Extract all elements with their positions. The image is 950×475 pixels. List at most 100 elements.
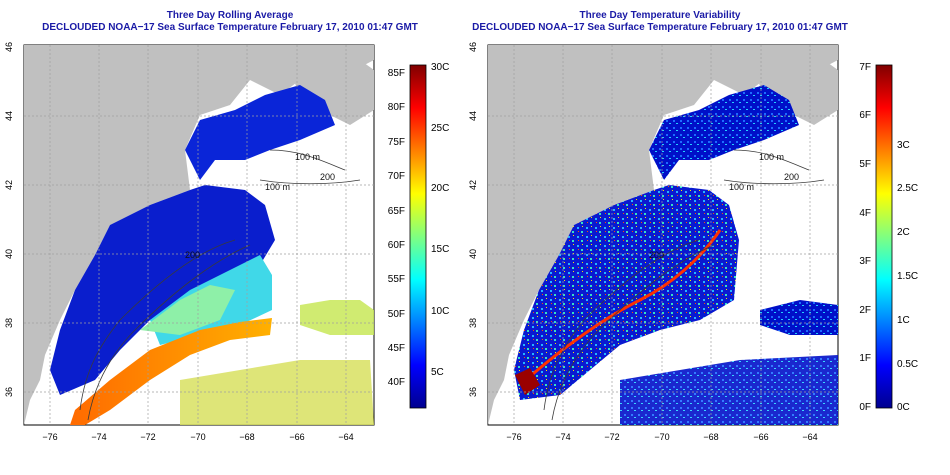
left-grid: [24, 45, 374, 425]
right-x-tick: −76: [506, 432, 521, 442]
right-cb-c-label: 0C: [897, 402, 910, 413]
right-cb-c-label: 2.5C: [897, 183, 918, 194]
right-land: [488, 45, 838, 425]
left-cb-f-label: 85F: [388, 68, 405, 79]
right-colorbar-gradient: [875, 64, 893, 409]
left-y-tick: 46: [4, 42, 14, 52]
left-cb-f-label: 40F: [388, 377, 405, 388]
right-cb-f-label: 5F: [859, 159, 871, 170]
left-sst-yellow-south: [180, 360, 374, 425]
left-cb-f-label: 50F: [388, 309, 405, 320]
right-y-axis: 36 38 40 42 44 46: [468, 42, 478, 397]
left-map: 100 m 100 m 200 200 −76 −74 −72 −70 −68 …: [4, 42, 375, 442]
left-cb-f-label: 65F: [388, 206, 405, 217]
left-contour-200: [87, 244, 251, 421]
right-cb-f-label: 2F: [859, 305, 871, 316]
right-x-tick: −70: [654, 432, 669, 442]
right-contour-label-3: 200: [784, 172, 799, 182]
right-x-tick: −68: [703, 432, 718, 442]
left-x-tick: −64: [338, 432, 353, 442]
left-land: [24, 45, 374, 425]
right-grid: [488, 45, 838, 425]
right-cb-f-label: 0F: [859, 402, 871, 413]
left-y-tick: 38: [4, 318, 14, 328]
left-contour-label-3: 200: [320, 172, 335, 182]
left-cb-f-label: 70F: [388, 171, 405, 182]
left-title-line2: DECLOUDED NOAA−17 Sea Surface Temperatur…: [42, 22, 418, 33]
left-title: Three Day Rolling Average DECLOUDED NOAA…: [20, 10, 440, 34]
left-cb-c-label: 30C: [431, 62, 449, 73]
left-cb-f-label: 45F: [388, 343, 405, 354]
right-cb-c-label: 0.5C: [897, 359, 918, 370]
left-sst-yellow-east: [300, 300, 374, 335]
right-cb-f-label: 4F: [859, 208, 871, 219]
right-contour-200: [551, 244, 715, 421]
right-x-tick: −64: [802, 432, 817, 442]
left-cb-c-label: 25C: [431, 123, 449, 134]
left-cb-c-label: 20C: [431, 183, 449, 194]
left-cb-f-label: 60F: [388, 240, 405, 251]
right-cb-c-label: 1.5C: [897, 271, 918, 282]
left-contour-label-1: 100 m: [295, 152, 320, 162]
left-sst-warm-band: [70, 318, 272, 425]
left-sst-cold: [50, 185, 275, 395]
right-var-hot-front: [519, 229, 722, 387]
right-var-south: [620, 355, 838, 425]
right-y-tick: 38: [468, 318, 478, 328]
right-y-tick: 46: [468, 42, 478, 52]
right-title-line1: Three Day Temperature Variability: [579, 10, 741, 21]
left-contour-100: [79, 149, 361, 411]
left-y-tick: 44: [4, 111, 14, 121]
left-title-line1: Three Day Rolling Average: [166, 10, 294, 21]
left-sst-gom: [185, 85, 335, 180]
right-var-darkred-spot: [515, 368, 540, 395]
right-colorbar: 7F 6F 5F 4F 3F 2F 1F 0F 3C 2.5C 2C 1.5C …: [859, 62, 918, 413]
left-cb-c-label: 15C: [431, 244, 449, 255]
right-y-tick: 36: [468, 387, 478, 397]
left-cb-f-label: 55F: [388, 274, 405, 285]
right-land-nova-scotia: [754, 60, 838, 125]
right-contour-label-4: 200: [649, 250, 664, 260]
left-cb-f-label: 75F: [388, 137, 405, 148]
right-cb-f-label: 6F: [859, 110, 871, 121]
right-cb-f-label: 3F: [859, 256, 871, 267]
right-var-gom: [649, 85, 799, 180]
left-x-tick: −68: [239, 432, 254, 442]
right-x-tick: −74: [555, 432, 570, 442]
left-cb-c-label: 10C: [431, 306, 449, 317]
right-cb-c-label: 1C: [897, 315, 910, 326]
left-x-tick: −66: [289, 432, 304, 442]
left-y-axis: 36 38 40 42 44 46: [4, 42, 14, 397]
left-colorbar-gradient: [409, 64, 427, 409]
left-x-tick: −70: [190, 432, 205, 442]
right-var-east: [760, 300, 838, 335]
right-y-tick: 44: [468, 111, 478, 121]
right-cb-c-label: 3C: [897, 140, 910, 151]
left-cb-f-label: 80F: [388, 102, 405, 113]
right-map: 100 m 100 m 200 200 −76 −74 −72 −70 −68 …: [468, 42, 839, 442]
right-y-tick: 42: [468, 180, 478, 190]
left-y-tick: 36: [4, 387, 14, 397]
left-contour-label-4: 200: [185, 250, 200, 260]
left-colorbar: 85F 80F 75F 70F 65F 60F 55F 50F 45F 40F …: [388, 62, 449, 409]
right-cb-f-label: 1F: [859, 353, 871, 364]
left-contour-label-2: 100 m: [265, 182, 290, 192]
right-cb-f-label: 7F: [859, 62, 871, 73]
right-contour-label-1: 100 m: [759, 152, 784, 162]
left-land-nova-scotia: [290, 60, 374, 125]
right-x-axis: −76 −74 −72 −70 −68 −66 −64: [506, 432, 817, 442]
right-title: Three Day Temperature Variability DECLOU…: [440, 10, 880, 34]
left-x-tick: −76: [42, 432, 57, 442]
right-contour-label-2: 100 m: [729, 182, 754, 192]
right-title-line2: DECLOUDED NOAA−17 Sea Surface Temperatur…: [472, 22, 848, 33]
right-x-tick: −72: [604, 432, 619, 442]
left-x-tick: −72: [140, 432, 155, 442]
left-cb-c-label: 5C: [431, 367, 444, 378]
left-sst-green: [140, 285, 235, 335]
right-y-tick: 40: [468, 249, 478, 259]
left-x-tick: −74: [91, 432, 106, 442]
left-y-tick: 40: [4, 249, 14, 259]
right-x-tick: −66: [753, 432, 768, 442]
right-contour-100: [543, 149, 825, 411]
